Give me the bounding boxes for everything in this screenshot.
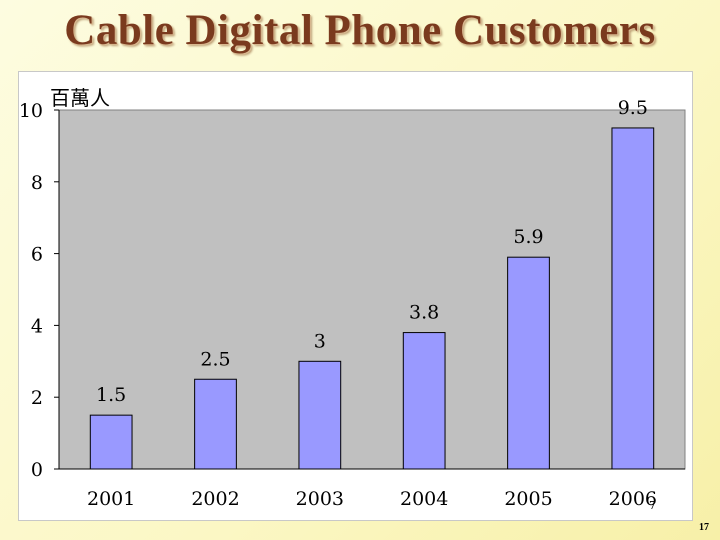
y-tick-label: 2 [31,387,43,409]
bar [507,256,550,470]
y-tick-label: 4 [31,315,43,337]
footnote-marker: 7 [649,499,656,512]
bar [298,360,342,470]
y-tick-label: 10 [19,100,43,122]
x-tick-label: 2001 [87,488,135,510]
data-label: 9.5 [618,97,648,119]
bar [194,378,237,470]
y-tick-label: 6 [31,244,43,266]
y-tick-label: 8 [31,172,43,194]
x-tick-label: 2003 [296,488,344,510]
bar-chart: 百萬人 7 0 2 4 6 8 10 1.5 2001 2.5 2002 3 2003 3.8 2004 5… [19,86,686,512]
data-label: 1.5 [96,384,126,406]
unit-label: 百萬人 [50,86,110,110]
slide-title: Cable Digital Phone Customers [64,7,656,54]
bar [402,332,446,470]
plot-area [58,109,686,470]
data-label: 2.5 [200,348,230,370]
data-label: 3 [314,330,326,352]
x-tick-label: 2006 [609,488,657,510]
data-label: 3.8 [409,302,439,324]
bar [89,414,133,470]
page-number: 17 [699,522,709,533]
data-label: 5.9 [513,226,543,248]
x-tick-label: 2002 [191,488,239,510]
chart-marks: 0 2 4 6 8 10 1.5 2001 2.5 2002 3 2003 3.8 2004 5.9 2005… [19,97,657,510]
chart-panel: 百萬人 7 0 2 4 6 8 10 1.5 2001 2.5 2002 3 2003 3.8 2004 5… [18,71,693,521]
x-tick-label: 2005 [504,488,552,510]
bar [611,127,655,470]
x-tick-label: 2004 [400,488,448,510]
y-tick-label: 0 [31,459,43,481]
